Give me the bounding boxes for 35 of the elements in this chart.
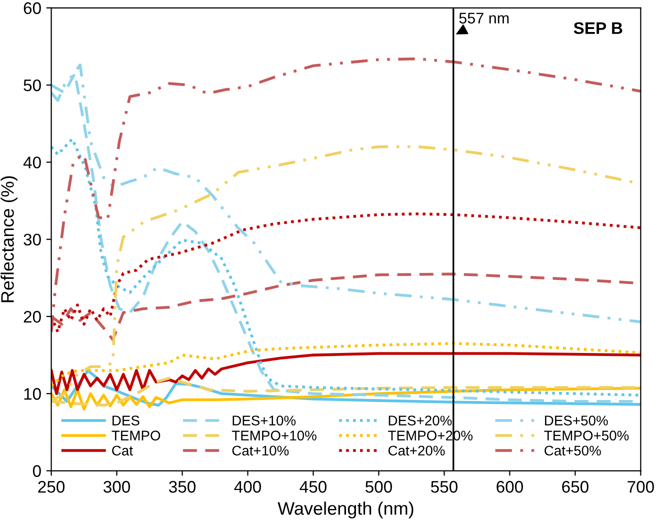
legend-label: Cat+50% bbox=[544, 446, 601, 456]
x-tick-label: 250 bbox=[38, 480, 65, 493]
y-tick-label: 20 bbox=[24, 310, 41, 323]
line-series bbox=[51, 212, 641, 334]
x-tick-label: 550 bbox=[430, 480, 458, 493]
legend-label: DES+10% bbox=[232, 416, 296, 426]
y-tick-label: 40 bbox=[23, 156, 41, 168]
legend-label: Cat+10% bbox=[232, 446, 289, 456]
y-axis-title: Reflectance (%) bbox=[0, 176, 18, 302]
ref-line-label: 557 nm bbox=[459, 12, 509, 24]
y-tick-label: 10 bbox=[24, 388, 41, 400]
y-tick-label: 0 bbox=[32, 465, 41, 477]
x-axis-title: Wavelength (nm) bbox=[278, 502, 414, 518]
x-tick-label: 600 bbox=[496, 480, 523, 493]
legend-label: DES+50% bbox=[545, 416, 608, 426]
x-tick-label: 700 bbox=[628, 480, 654, 493]
legend-label: DES+20% bbox=[388, 416, 452, 426]
x-tick-label: 350 bbox=[168, 480, 196, 493]
x-tick-label: 300 bbox=[104, 480, 130, 493]
x-tick-label: 650 bbox=[562, 480, 588, 493]
legend-label: DES bbox=[112, 416, 140, 426]
x-tick-label: 400 bbox=[234, 480, 262, 493]
x-tick-label: 450 bbox=[300, 480, 326, 493]
legend-label: Cat+20% bbox=[388, 446, 445, 456]
y-tick-label: 30 bbox=[24, 234, 41, 246]
x-tick-label: 500 bbox=[365, 480, 392, 493]
legend-label: Cat bbox=[112, 446, 133, 456]
annotation: SEP B bbox=[574, 22, 622, 34]
y-tick-label: 60 bbox=[24, 2, 41, 14]
legend-label: TEMPO bbox=[112, 430, 160, 440]
legend-label: TEMPO+50% bbox=[544, 430, 629, 440]
y-tick-label: 50 bbox=[24, 79, 41, 92]
legend-label: TEMPO+10% bbox=[232, 430, 316, 440]
line-series bbox=[51, 352, 641, 396]
line-series bbox=[51, 342, 641, 388]
